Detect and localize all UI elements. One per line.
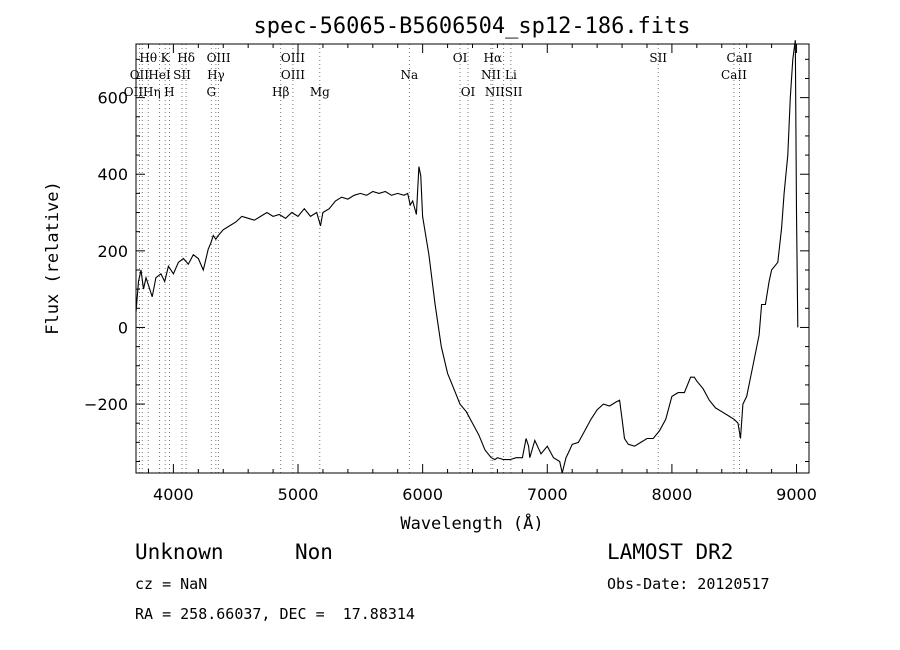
- y-tick-label: 0: [118, 318, 128, 337]
- y-axis-label: Flux (relative): [43, 181, 63, 335]
- chart-title: spec-56065-B5606504_sp12-186.fits: [253, 14, 690, 39]
- y-tick-label: 200: [97, 242, 128, 261]
- x-tick-label: 4000: [153, 485, 194, 504]
- x-axis-label: Wavelength (Å): [400, 512, 543, 534]
- spectral-line-label: NII: [481, 68, 501, 82]
- spectral-line-label: Hα: [484, 51, 503, 65]
- spectral-line-markers: [138, 44, 740, 473]
- spectral-line-label: Hγ: [207, 68, 225, 82]
- y-tick-label: 600: [97, 89, 128, 108]
- spectral-line-label: OI: [461, 85, 476, 99]
- plot-frame: [135, 43, 810, 474]
- spectral-line-label: Mg: [310, 85, 330, 99]
- spectral-line-label: Na: [400, 68, 418, 82]
- spectral-line-label: OIII: [281, 51, 305, 65]
- x-tick-label: 7000: [527, 485, 568, 504]
- spectral-line-label: OI: [453, 51, 468, 65]
- spectral-line-label: Hδ: [177, 51, 195, 65]
- x-tick-label: 8000: [652, 485, 693, 504]
- x-tick-label: 6000: [402, 485, 443, 504]
- spectral-line-label: OII: [130, 68, 150, 82]
- spectral-line-label: HeI: [148, 68, 171, 82]
- spectral-line-label: OIII: [207, 51, 231, 65]
- subclass-label: Non: [295, 540, 333, 564]
- spectral-line-label: OIII: [281, 68, 305, 82]
- spectral-line-label: K: [161, 51, 171, 65]
- spectral-line-label: CaII: [727, 51, 753, 65]
- y-tick-label: 400: [97, 165, 128, 184]
- y-tick-label: −200: [84, 395, 128, 414]
- spectrum-line: [135, 40, 799, 474]
- axis-ticks: 4000 5000 6000 7000 8000 9000 −200 0 200 400 600: [84, 44, 817, 504]
- spectral-line-label: G: [206, 85, 216, 99]
- spectral-line-label: NIISII: [485, 85, 523, 99]
- spectral-line-label: Li: [505, 68, 517, 82]
- spectral-line-label: OIIHη: [124, 85, 161, 99]
- spectral-line-label: Hβ: [272, 85, 289, 99]
- redshift-label: cz = NaN: [135, 575, 208, 593]
- coordinates-label: RA = 258.66037, DEC = 17.88314: [135, 605, 415, 623]
- x-tick-label: 9000: [776, 485, 817, 504]
- survey-label: LAMOST DR2: [607, 540, 734, 564]
- spectral-line-label: SII: [173, 68, 191, 82]
- spectral-line-label: SII: [649, 51, 667, 65]
- obs-date-label: Obs-Date: 20120517: [607, 575, 770, 593]
- spectral-line-label: H: [164, 85, 174, 99]
- class-label: Unknown: [135, 540, 224, 564]
- spectral-line-label: CaII: [721, 68, 747, 82]
- spectral-line-label: Hθ: [139, 51, 157, 65]
- x-tick-label: 5000: [278, 485, 319, 504]
